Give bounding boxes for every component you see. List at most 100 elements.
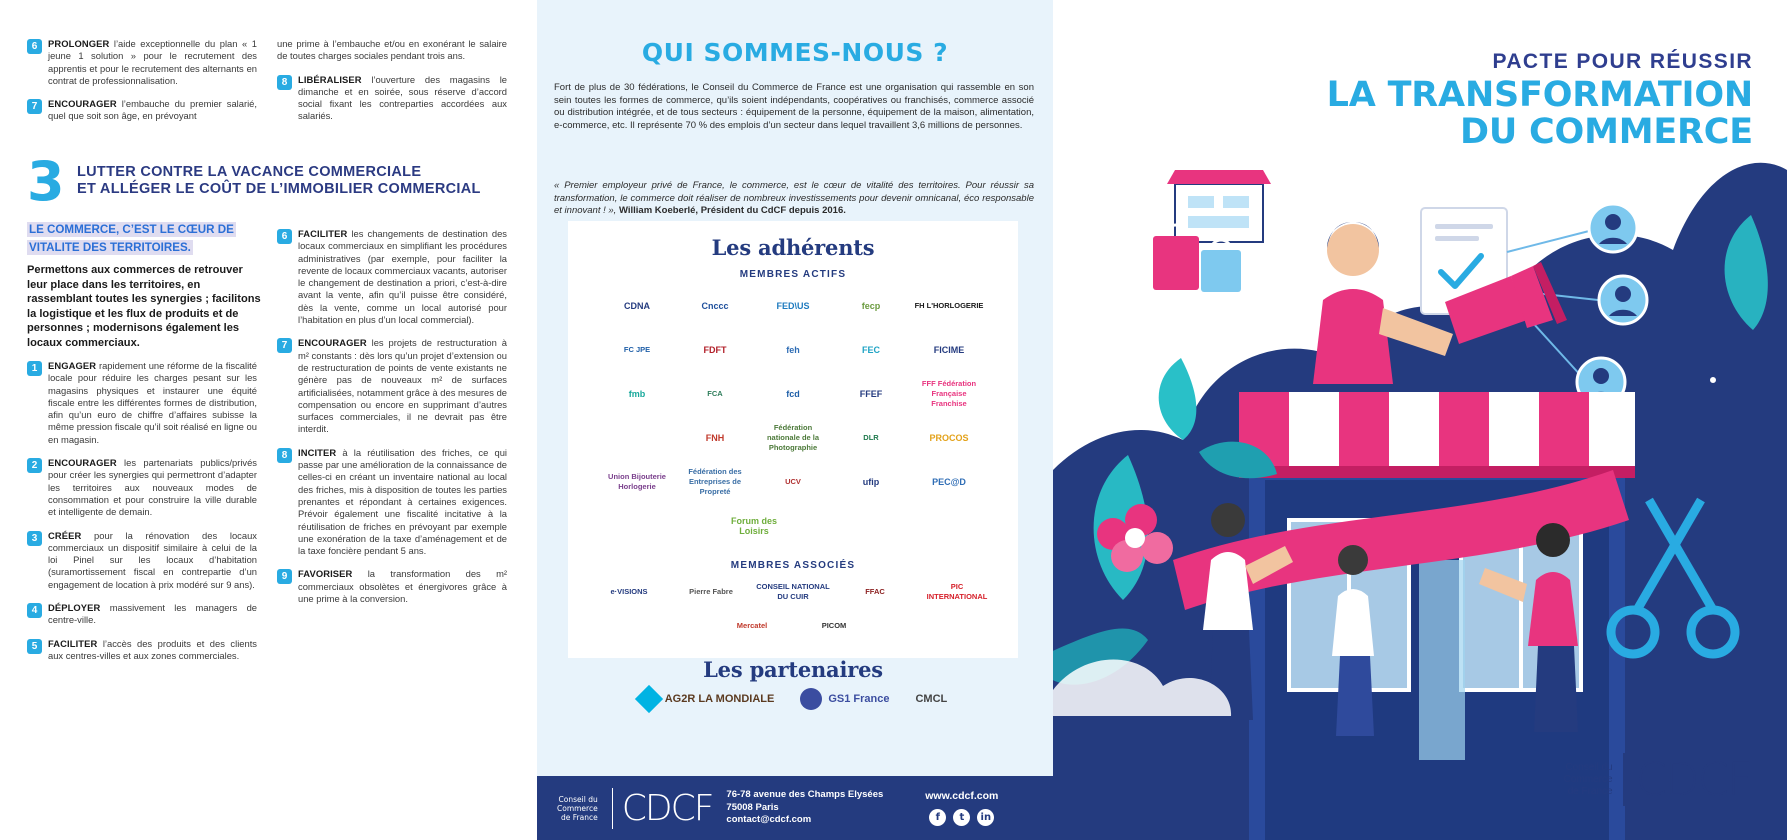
highlight-text: LE COMMERCE, C’EST LE CŒUR DE VITALITE D…	[27, 222, 236, 255]
member-logo[interactable]: UCV	[785, 477, 801, 486]
president-quote: « Premier employeur privé de France, le …	[554, 180, 1034, 218]
assoc-logo[interactable]: Mercatel	[736, 621, 768, 630]
item-body: l’embauche du premier salarié, quel que …	[48, 98, 257, 122]
item-body: la transformation des m² commerciaux obs…	[298, 568, 507, 605]
member-logo[interactable]: Fédération nationale de la Photographie	[766, 423, 820, 452]
right-col-items: 6 FACILITER les changements de destinati…	[277, 228, 507, 616]
footer-logo-line2: Commerce	[557, 803, 598, 813]
item-keyword: LIBÉRALISER	[298, 73, 362, 85]
ribbon	[1173, 470, 1629, 610]
item-keyword: ENCOURAGER	[298, 337, 367, 349]
member-logo[interactable]: FFF Fédération Française Franchise	[921, 379, 977, 408]
social-links: f t in	[925, 809, 998, 826]
item-body: les partenariats publics/privés pour cré…	[48, 457, 257, 518]
panel-gutter	[523, 0, 537, 840]
left-text-panel: 6 PROLONGER l’aide exceptionnelle du pla…	[0, 0, 523, 840]
member-logo[interactable]: FED\US	[776, 301, 810, 311]
partner-ag2r[interactable]: AG2R LA MONDIALE	[634, 684, 775, 714]
item-number: 6	[277, 229, 292, 244]
item-keyword: ENCOURAGER	[48, 457, 117, 469]
list-item: 8 INCITER à la réutilisation des friches…	[277, 447, 507, 558]
item-keyword: PROLONGER	[48, 38, 110, 49]
member-logo[interactable]: Fédération des Entreprises de Propreté	[688, 467, 742, 496]
shop-icon	[1167, 170, 1271, 243]
member-logo[interactable]: FNH	[705, 433, 725, 443]
member-logo[interactable]: FCA	[707, 389, 723, 398]
member-logo[interactable]: Forum des Loisirs	[730, 516, 777, 536]
members-active-grid: CDNA Cnccc FED\US fecp FH L'HORLOGERIE F…	[568, 280, 1018, 548]
continuation-text: une prime à l’embauche et/ou en exonéran…	[277, 38, 507, 62]
item-body: les projets de restructuration à m² cons…	[298, 337, 507, 435]
item-keyword: FAVORISER	[298, 568, 353, 580]
assoc-logo[interactable]: Pierre Fabre	[689, 587, 733, 596]
member-logo[interactable]: CDNA	[624, 301, 650, 311]
scissors-icon	[1606, 497, 1740, 659]
assoc-logo[interactable]: PICOM	[821, 621, 847, 630]
lead-paragraph: Permettons aux commerces de retrouver le…	[27, 264, 261, 349]
member-logo[interactable]: FC JPE	[623, 345, 651, 354]
cover-title: PACTE POUR RÉUSSIR LA TRANSFORMATION DU …	[1327, 50, 1754, 152]
list-item: 9 FAVORISER la transformation des m² com…	[277, 568, 507, 605]
members-heading: Les adhérents	[711, 235, 875, 260]
footer-logo-line3: de France	[561, 812, 598, 822]
item-number: 7	[277, 338, 292, 354]
member-logo[interactable]: FFEF	[859, 389, 883, 399]
linkedin-icon[interactable]: in	[977, 809, 995, 826]
assoc-logo[interactable]: FFAC	[865, 587, 885, 596]
left-col-items: 1 ENGAGER rapidement une réforme de la f…	[27, 360, 257, 673]
member-logo[interactable]: FH L'HORLOGERIE	[914, 301, 984, 310]
footer-web-block: www.cdcf.com f t in	[925, 790, 998, 826]
quote-author: William Koeberlé, Président du CdCF depu…	[618, 205, 846, 217]
partner-label: CMCL	[915, 693, 948, 705]
cloud	[1053, 275, 1165, 320]
member-logo[interactable]: fecp	[861, 301, 881, 311]
item-text: FAVORISER la transformation des m² comme…	[298, 568, 507, 605]
assoc-logo[interactable]: PIC INTERNATIONAL	[926, 582, 988, 601]
twitter-icon[interactable]: t	[953, 809, 971, 826]
member-logo[interactable]	[602, 418, 672, 458]
member-logo[interactable]: DLR	[863, 433, 879, 442]
member-logo[interactable]: Cnccc	[701, 301, 729, 311]
item-number: 6	[27, 39, 42, 54]
cover-illustration	[1053, 0, 1787, 840]
item-keyword: INCITER	[298, 446, 337, 458]
member-logo[interactable]: fmb	[628, 389, 646, 399]
member-logo[interactable]: FEC	[862, 345, 880, 355]
partners-heading: Les partenaires	[703, 657, 883, 682]
item-number: 3	[27, 530, 42, 546]
member-logo[interactable]	[797, 506, 867, 546]
address-street: 76-78 avenue des Champs Elysées	[726, 789, 884, 801]
item-text: LIBÉRALISER l’ouverture des magasins le …	[298, 74, 507, 123]
member-logo[interactable]: fcd	[786, 389, 800, 399]
item-body: à la réutilisation des friches, ce qui p…	[298, 446, 507, 557]
address-email[interactable]: contact@cdcf.com	[726, 814, 812, 826]
list-item: 4 DÉPLOYER massivement les managers de c…	[27, 602, 257, 627]
member-logo[interactable]: Union Bijouterie Horlogerie	[608, 472, 666, 491]
item-text: ENGAGER rapidement une réforme de la fis…	[48, 360, 257, 446]
footer-website[interactable]: www.cdcf.com	[925, 790, 999, 802]
member-logo[interactable]: FICIME	[933, 345, 965, 355]
member-logo[interactable]: ufip	[862, 477, 880, 487]
partner-cmcl[interactable]: CMCL	[915, 693, 947, 705]
item-number: 7	[27, 99, 42, 115]
item-number: 8	[277, 74, 292, 90]
facebook-icon[interactable]: f	[929, 809, 947, 826]
item-text: PROLONGER l’aide exceptionnelle du plan …	[48, 38, 257, 87]
cover-title-line2: DU COMMERCE	[1459, 112, 1753, 152]
list-item: 6 PROLONGER l’aide exceptionnelle du pla…	[27, 38, 257, 87]
partner-gs1[interactable]: GS1 France	[800, 688, 889, 710]
assoc-logo[interactable]: e·VISIONS	[610, 587, 648, 596]
member-logo[interactable]: FDFT	[703, 345, 727, 355]
footer-logo-subtitle: Conseil du Commerce de France	[557, 795, 598, 822]
cover-main-title: LA TRANSFORMATION DU COMMERCE	[1327, 77, 1754, 152]
member-logo[interactable]: PROCOS	[929, 433, 969, 443]
item-text: DÉPLOYER massivement les managers de cen…	[48, 602, 257, 627]
item-text: INCITER à la réutilisation des friches, …	[298, 447, 507, 558]
member-logo[interactable]: feh	[786, 345, 800, 355]
partner-label: AG2R LA MONDIALE	[664, 693, 775, 705]
cover-logo-line2: Commerce	[1563, 773, 1613, 785]
member-logo[interactable]: PEC@D	[932, 477, 966, 487]
footer-logo-line1: Conseil du	[558, 794, 598, 804]
assoc-logo[interactable]: CONSEIL NATIONAL DU CUIR	[756, 582, 830, 601]
